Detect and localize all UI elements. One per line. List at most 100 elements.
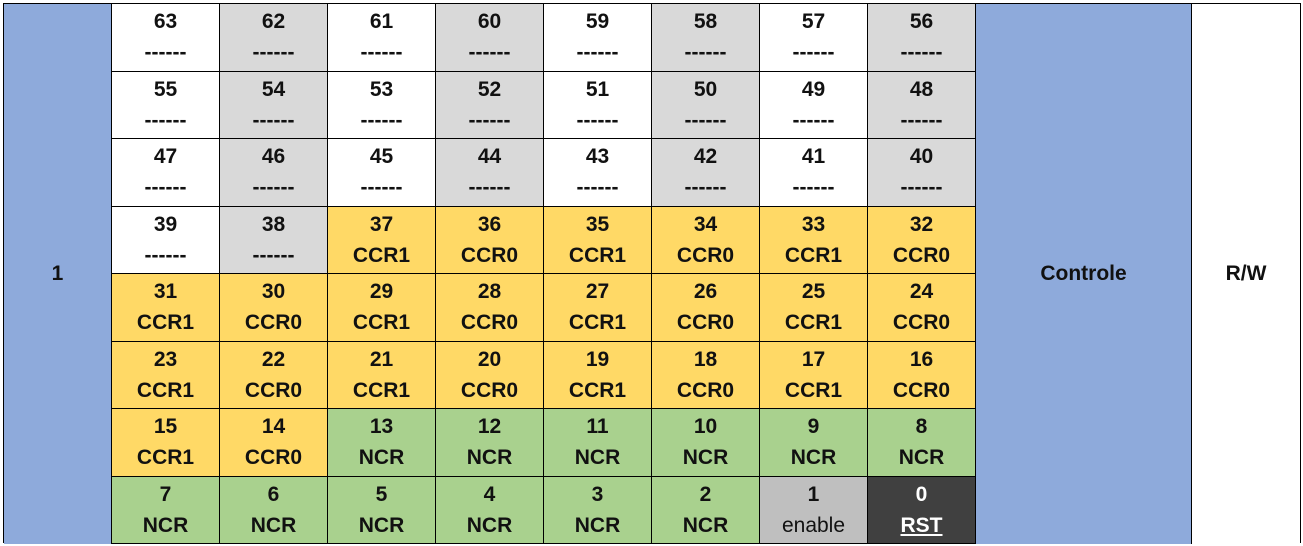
bit-number: 62: [261, 10, 286, 34]
bit-number: 35: [585, 212, 610, 236]
bit-cell: 13 NCR: [328, 409, 436, 477]
controle-cell: Controle: [976, 4, 1192, 544]
controle-label: Controle: [1040, 262, 1127, 285]
bit-cell: 45 ------: [328, 139, 436, 207]
bit-number: 1: [807, 482, 820, 506]
bit-label: CCR0: [892, 378, 951, 402]
bit-cell: 3 NCR: [544, 476, 652, 544]
bit-label: NCR: [142, 513, 189, 537]
bit-cell: 24 CCR0: [868, 274, 976, 342]
bit-cell: 51 ------: [544, 71, 652, 139]
bit-number: 2: [699, 482, 712, 506]
bit-label: NCR: [682, 513, 729, 537]
bit-cell: 50 ------: [652, 71, 760, 139]
bit-number: 51: [585, 77, 610, 101]
bit-number: 41: [801, 145, 826, 169]
bit-label: CCR1: [568, 243, 627, 267]
bit-number: 45: [369, 145, 394, 169]
bit-label: CCR0: [460, 243, 519, 267]
bit-number: 60: [477, 10, 502, 34]
bit-cell: 4 NCR: [436, 476, 544, 544]
bit-label: ------: [576, 108, 619, 132]
bit-label: CCR1: [136, 311, 195, 335]
bit-number: 56: [909, 10, 934, 34]
bit-cell: 41 ------: [760, 139, 868, 207]
bit-number: 11: [586, 415, 609, 439]
bit-cell: 36 CCR0: [436, 206, 544, 274]
bit-number: 24: [909, 280, 934, 304]
bit-cell: 14 CCR0: [220, 409, 328, 477]
bit-number: 40: [909, 145, 934, 169]
bit-cell: 55 ------: [112, 71, 220, 139]
bit-number: 33: [801, 212, 826, 236]
bit-number: 37: [369, 212, 394, 236]
bit-number: 7: [159, 482, 172, 506]
rw-label: R/W: [1225, 262, 1267, 285]
bit-number: 4: [483, 482, 496, 506]
bit-cell: 53 ------: [328, 71, 436, 139]
bit-label: ------: [144, 243, 187, 267]
bit-number: 57: [801, 10, 826, 34]
bit-number: 18: [693, 347, 718, 371]
bit-number: 30: [261, 280, 286, 304]
bit-number: 19: [585, 347, 610, 371]
bit-label: CCR1: [784, 243, 843, 267]
bit-label: ------: [252, 108, 295, 132]
bit-number: 5: [375, 482, 388, 506]
bit-label: ------: [252, 41, 295, 65]
bit-number: 36: [477, 212, 502, 236]
bit-number: 54: [261, 77, 286, 101]
bit-label: CCR1: [784, 311, 843, 335]
bit-cell: 34 CCR0: [652, 206, 760, 274]
bit-number: 43: [585, 145, 610, 169]
bit-cell: 8 NCR: [868, 409, 976, 477]
bit-cell: 42 ------: [652, 139, 760, 207]
bit-label: NCR: [898, 446, 945, 470]
bit-cell: 18 CCR0: [652, 341, 760, 409]
bit-number: 46: [261, 145, 286, 169]
bit-number: 10: [693, 415, 718, 439]
bit-cell: 38 ------: [220, 206, 328, 274]
bit-cell: 11 NCR: [544, 409, 652, 477]
bit-cell: 40 ------: [868, 139, 976, 207]
bit-cell: 48 ------: [868, 71, 976, 139]
bit-cell: 28 CCR0: [436, 274, 544, 342]
row-index-label: 1: [51, 262, 64, 285]
bit-label: CCR0: [244, 446, 303, 470]
bit-number: 42: [693, 145, 718, 169]
bit-label: CCR0: [244, 378, 303, 402]
bit-cell: 49 ------: [760, 71, 868, 139]
bit-number: 34: [693, 212, 718, 236]
bit-label: ------: [360, 41, 403, 65]
bit-number: 53: [369, 77, 394, 101]
bit-label: NCR: [682, 446, 729, 470]
bit-cell: 63 ------: [112, 4, 220, 72]
bit-cell: 46 ------: [220, 139, 328, 207]
bit-cell: 62 ------: [220, 4, 328, 72]
bit-cell: 27 CCR1: [544, 274, 652, 342]
bit-label: RST: [900, 513, 943, 537]
bit-cell: 37 CCR1: [328, 206, 436, 274]
bit-number: 16: [909, 347, 934, 371]
bit-label: NCR: [466, 446, 513, 470]
bit-number: 15: [153, 415, 178, 439]
bit-label: NCR: [574, 513, 621, 537]
bit-label: ------: [144, 41, 187, 65]
bit-number: 39: [153, 212, 178, 236]
bit-label: CCR1: [568, 378, 627, 402]
bit-label: ------: [684, 176, 727, 200]
row-index-cell: 1: [4, 4, 112, 544]
bit-number: 8: [915, 415, 928, 439]
bit-number: 3: [591, 482, 604, 506]
bit-label: CCR1: [136, 378, 195, 402]
bit-label: CCR0: [892, 311, 951, 335]
bit-label: ------: [360, 108, 403, 132]
bit-cell: 0 RST: [868, 476, 976, 544]
bit-label: NCR: [358, 446, 405, 470]
bit-number: 20: [477, 347, 502, 371]
bit-label: NCR: [790, 446, 837, 470]
bit-cell: 35 CCR1: [544, 206, 652, 274]
bit-cell: 15 CCR1: [112, 409, 220, 477]
bit-label: ------: [360, 176, 403, 200]
bit-number: 59: [585, 10, 610, 34]
